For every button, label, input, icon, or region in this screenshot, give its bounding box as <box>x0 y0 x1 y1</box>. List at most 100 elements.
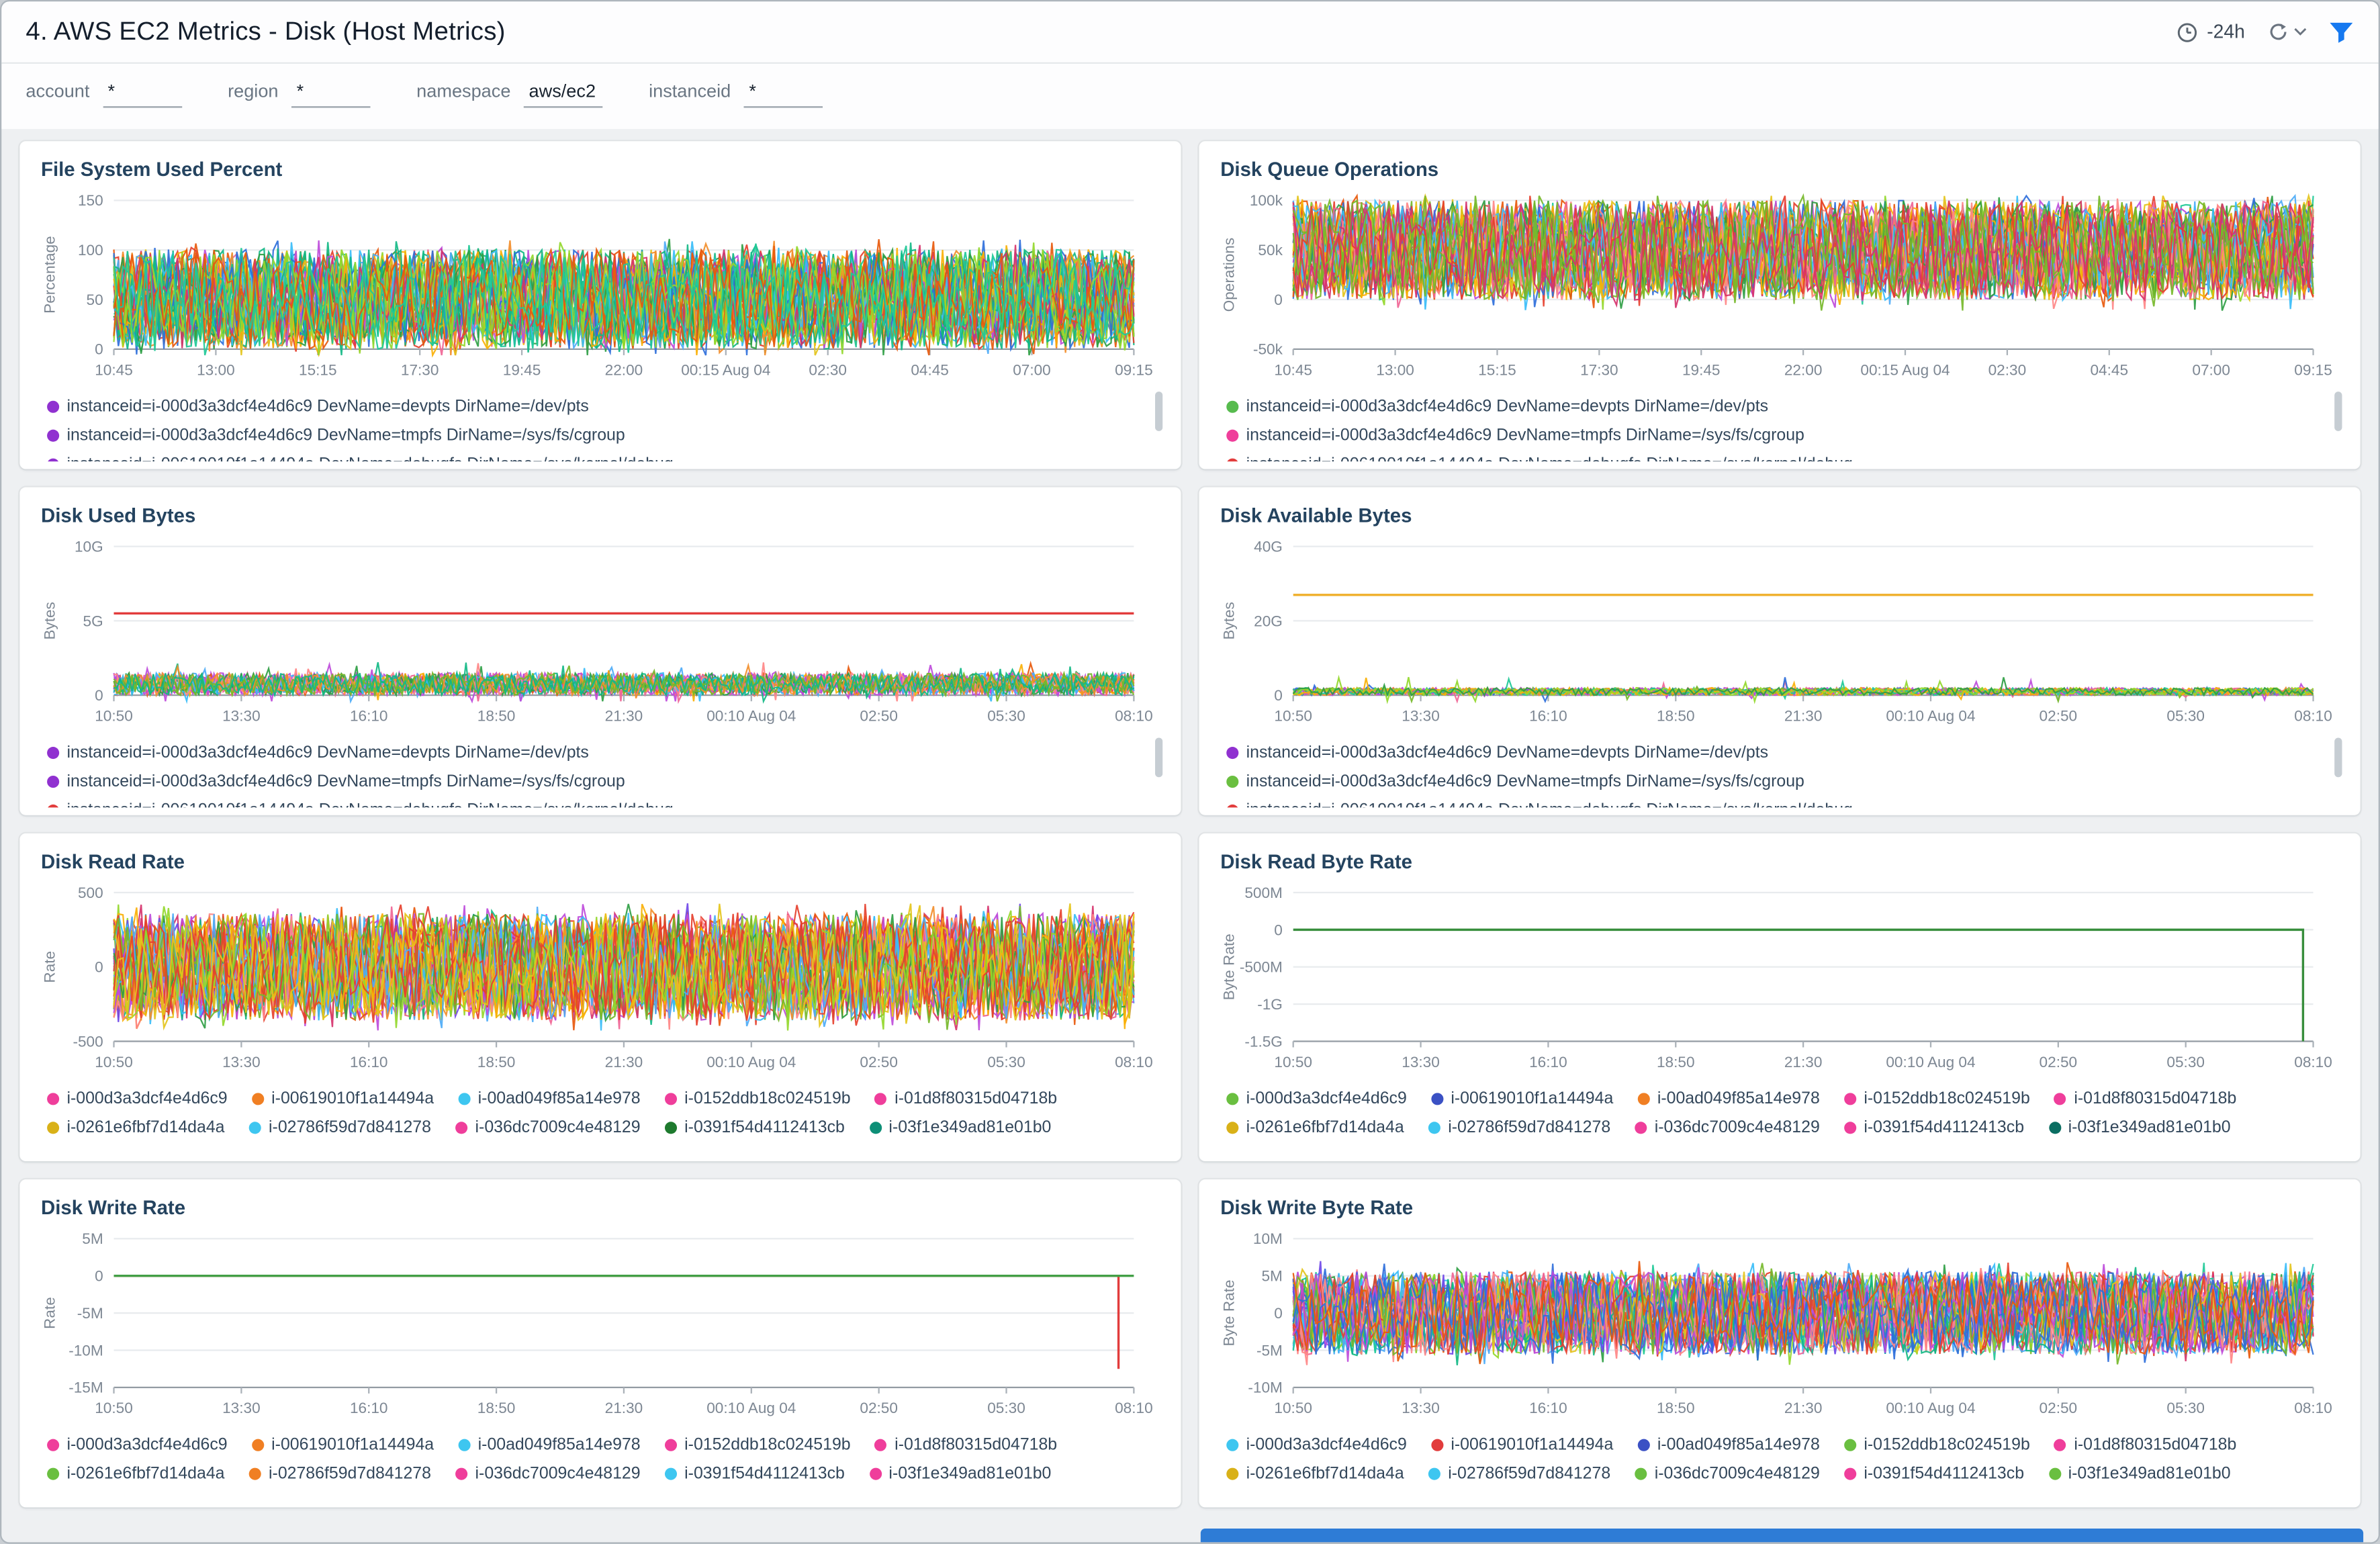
legend-scrollbar[interactable] <box>2334 737 2342 778</box>
chart-area[interactable]: 500 0 -500 Rate 10:50 13:30 16:10 18:50 21:30 00:… <box>38 880 1156 1081</box>
filter-input[interactable]: aws/ec2 <box>524 79 604 108</box>
legend-item[interactable]: i-01d8f80315d04718b <box>874 1436 1057 1454</box>
svg-text:-10M: -10M <box>1248 1379 1282 1396</box>
legend-item[interactable]: i-03f1e349ad81e01b0 <box>869 1465 1051 1483</box>
legend-item[interactable]: i-036dc7009c4e48129 <box>1635 1119 1820 1137</box>
legend-item[interactable]: i-02786f59d7d841278 <box>1428 1119 1610 1137</box>
refresh-button[interactable] <box>2266 19 2307 44</box>
time-range-button[interactable]: -24h <box>2175 19 2245 44</box>
legend-item[interactable]: i-02786f59d7d841278 <box>248 1465 431 1483</box>
series-color-dot <box>2048 1122 2061 1134</box>
legend-item[interactable]: i-00ad049f85a14e978 <box>458 1436 641 1454</box>
legend-item[interactable]: instanceid=i-000d3a3dcf4e4d6c9 DevName=t… <box>47 426 625 445</box>
chart-canvas[interactable]: 40G 20G 0 Bytes 10:50 13:30 16:10 18:50 21:30 00:… <box>1218 535 2335 735</box>
series-color-dot <box>1226 747 1239 760</box>
filter-input[interactable]: * <box>744 79 824 108</box>
legend-item[interactable]: i-000d3a3dcf4e4d6c9 <box>47 1436 228 1454</box>
series-color-dot <box>455 1467 468 1480</box>
funnel-icon <box>2330 21 2353 42</box>
chart-canvas[interactable]: 10G 5G 0 Bytes 10:50 13:30 16:10 18:50 21:30 00:1… <box>38 535 1156 735</box>
svg-text:500M: 500M <box>1244 884 1283 901</box>
legend-item[interactable]: i-0152ddb18c024519b <box>664 1436 851 1454</box>
legend-item[interactable]: instanceid=i-00619010f1a14494a DevName=d… <box>1226 801 1853 808</box>
chart-canvas[interactable]: 5M 0 -5M -10M -15M Rate 10:50 13:30 16:10 18:50 21… <box>38 1226 1156 1426</box>
legend-label: i-03f1e349ad81e01b0 <box>888 1465 1052 1484</box>
svg-text:-1G: -1G <box>1257 996 1283 1013</box>
legend-item[interactable]: i-000d3a3dcf4e4d6c9 <box>1226 1436 1407 1454</box>
chart-area[interactable]: 10M 5M 0 -5M -10M Byte Rate 10:50 13:30 16:10 18:… <box>1218 1226 2335 1426</box>
legend-item[interactable]: i-000d3a3dcf4e4d6c9 <box>1226 1090 1407 1108</box>
legend-item[interactable]: instanceid=i-000d3a3dcf4e4d6c9 DevName=d… <box>1226 398 1768 416</box>
legend-item[interactable]: i-00619010f1a14494a <box>251 1436 434 1454</box>
legend-item[interactable]: instanceid=i-00619010f1a14494a DevName=d… <box>1226 455 1853 462</box>
chart-area[interactable]: 5M 0 -5M -10M -15M Rate 10:50 13:30 16:10 18:50 21… <box>38 1226 1156 1426</box>
legend-item[interactable]: instanceid=i-000d3a3dcf4e4d6c9 DevName=t… <box>1226 772 1804 791</box>
filter-input[interactable]: * <box>291 79 371 108</box>
legend-item[interactable]: i-00ad049f85a14e978 <box>1637 1436 1820 1454</box>
chart-area[interactable]: 100k 50k 0 -50k Operations 10:45 13:00 15:15 17:… <box>1218 188 2335 388</box>
legend-item[interactable]: i-0152ddb18c024519b <box>1843 1090 2030 1108</box>
legend-item[interactable]: i-036dc7009c4e48129 <box>455 1119 641 1137</box>
filter-button[interactable] <box>2328 21 2354 44</box>
svg-text:16:10: 16:10 <box>350 1400 388 1416</box>
svg-text:13:30: 13:30 <box>222 1054 261 1071</box>
svg-text:10G: 10G <box>75 539 103 555</box>
legend-item[interactable]: i-0391f54d4112413cb <box>664 1119 845 1137</box>
series-color-dot <box>869 1122 882 1134</box>
chart-area[interactable]: 10G 5G 0 Bytes 10:50 13:30 16:10 18:50 21:30 00:1… <box>38 535 1156 735</box>
legend-item[interactable]: i-00ad049f85a14e978 <box>1637 1090 1820 1108</box>
filter-input[interactable]: * <box>103 79 183 108</box>
chart-canvas[interactable]: 150 100 50 0 Percentage 10:45 13:00 15:15 17:30 1… <box>38 188 1156 388</box>
legend-scrollbar[interactable] <box>1155 392 1163 431</box>
legend-item[interactable]: i-00ad049f85a14e978 <box>458 1090 641 1108</box>
legend-item[interactable]: i-03f1e349ad81e01b0 <box>869 1119 1051 1137</box>
legend-item[interactable]: i-000d3a3dcf4e4d6c9 <box>47 1090 228 1108</box>
legend-label: i-036dc7009c4e48129 <box>1654 1465 1820 1484</box>
legend-item[interactable]: i-0391f54d4112413cb <box>1843 1119 2024 1137</box>
legend-item[interactable]: i-0152ddb18c024519b <box>1843 1436 2030 1454</box>
legend-scrollbar[interactable] <box>1155 737 1163 778</box>
legend-item[interactable]: i-00619010f1a14494a <box>251 1090 434 1108</box>
legend-item[interactable]: i-02786f59d7d841278 <box>248 1119 431 1137</box>
chart-canvas[interactable]: 100k 50k 0 -50k Operations 10:45 13:00 15:15 17:… <box>1218 188 2335 388</box>
legend-item[interactable]: instanceid=i-000d3a3dcf4e4d6c9 DevName=d… <box>1226 744 1768 762</box>
chart-canvas[interactable]: 10M 5M 0 -5M -10M Byte Rate 10:50 13:30 16:10 18:… <box>1218 1226 2335 1426</box>
legend-item[interactable]: i-0261e6fbf7d14da4a <box>1226 1465 1404 1483</box>
series-color-dot <box>251 1093 264 1105</box>
legend-item[interactable]: i-0261e6fbf7d14da4a <box>47 1119 224 1137</box>
legend-item[interactable]: i-01d8f80315d04718b <box>2054 1090 2236 1108</box>
legend-item[interactable]: i-0261e6fbf7d14da4a <box>47 1465 224 1483</box>
legend-item[interactable]: instanceid=i-00619010f1a14494a DevName=d… <box>47 455 674 462</box>
legend-label: i-0152ddb18c024519b <box>684 1089 851 1108</box>
svg-text:-10M: -10M <box>68 1342 103 1359</box>
legend-item[interactable]: instanceid=i-000d3a3dcf4e4d6c9 DevName=t… <box>47 772 625 791</box>
legend-item[interactable]: i-00619010f1a14494a <box>1430 1090 1613 1108</box>
chart-area[interactable]: 40G 20G 0 Bytes 10:50 13:30 16:10 18:50 21:30 00:… <box>1218 535 2335 735</box>
legend-item[interactable]: instanceid=i-000d3a3dcf4e4d6c9 DevName=t… <box>1226 426 1804 445</box>
legend-item[interactable]: i-02786f59d7d841278 <box>1428 1465 1610 1483</box>
chart-area[interactable]: 150 100 50 0 Percentage 10:45 13:00 15:15 17:30 1… <box>38 188 1156 388</box>
chart-canvas[interactable]: 500M 0 -500M -1G -1.5G Byte Rate 10:50 13:30 16:… <box>1218 880 2335 1081</box>
legend-item[interactable]: instanceid=i-000d3a3dcf4e4d6c9 DevName=d… <box>47 398 589 416</box>
legend-item[interactable]: i-0391f54d4112413cb <box>664 1465 845 1483</box>
legend-item[interactable]: i-01d8f80315d04718b <box>2054 1436 2236 1454</box>
legend-item[interactable]: i-00619010f1a14494a <box>1430 1436 1613 1454</box>
legend-item[interactable]: i-01d8f80315d04718b <box>874 1090 1057 1108</box>
legend-item[interactable]: i-036dc7009c4e48129 <box>455 1465 641 1483</box>
svg-text:02:30: 02:30 <box>809 361 847 378</box>
page-title: 4. AWS EC2 Metrics - Disk (Host Metrics) <box>26 16 506 46</box>
legend-item[interactable]: instanceid=i-00619010f1a14494a DevName=d… <box>47 801 674 808</box>
legend-item[interactable]: i-03f1e349ad81e01b0 <box>2048 1119 2231 1137</box>
legend-item[interactable]: instanceid=i-000d3a3dcf4e4d6c9 DevName=d… <box>47 744 589 762</box>
panel-title: Disk Available Bytes <box>1220 504 1412 527</box>
chart-area[interactable]: 500M 0 -500M -1G -1.5G Byte Rate 10:50 13:30 16:… <box>1218 880 2335 1081</box>
legend-item[interactable]: i-036dc7009c4e48129 <box>1635 1465 1820 1484</box>
svg-text:13:30: 13:30 <box>1402 1054 1440 1071</box>
legend-item[interactable]: i-03f1e349ad81e01b0 <box>2048 1465 2231 1483</box>
legend-item[interactable]: i-0391f54d4112413cb <box>1843 1465 2024 1483</box>
chart-canvas[interactable]: 500 0 -500 Rate 10:50 13:30 16:10 18:50 21:30 00:… <box>38 880 1156 1081</box>
svg-text:10:45: 10:45 <box>95 361 133 378</box>
legend-item[interactable]: i-0152ddb18c024519b <box>664 1089 851 1108</box>
legend-item[interactable]: i-0261e6fbf7d14da4a <box>1226 1119 1404 1137</box>
legend-scrollbar[interactable] <box>2334 392 2342 431</box>
